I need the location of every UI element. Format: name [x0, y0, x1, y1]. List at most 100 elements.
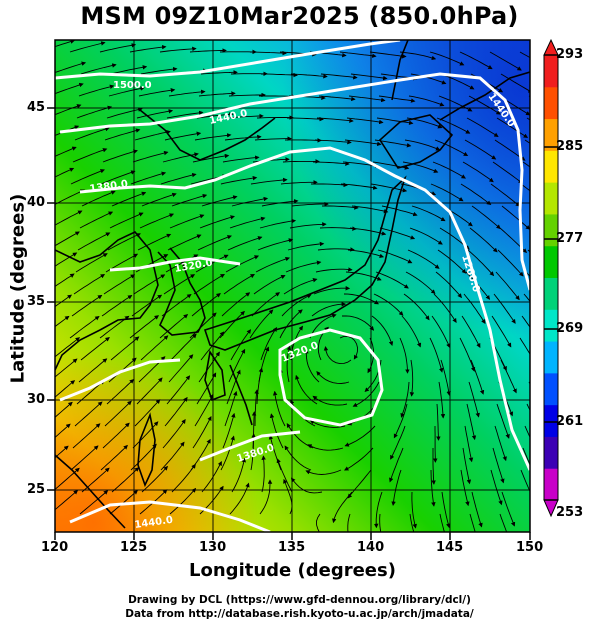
streamline	[500, 359, 517, 394]
colorbar-segment	[544, 182, 558, 215]
streamline	[106, 107, 143, 119]
streamline	[254, 136, 292, 141]
colorbar-segment	[544, 436, 558, 469]
streamline	[311, 182, 348, 188]
streamline	[411, 491, 417, 529]
colorbar-segment	[544, 150, 558, 183]
streamline	[463, 293, 486, 324]
streamline	[55, 104, 82, 116]
streamline	[491, 315, 512, 348]
streamline	[316, 371, 350, 384]
streamline	[131, 294, 163, 317]
streamline	[130, 443, 157, 471]
streamline	[346, 117, 384, 125]
streamline	[471, 205, 501, 230]
streamline	[493, 293, 516, 324]
x-tick-label: 125	[120, 540, 148, 555]
streamline	[295, 374, 318, 405]
streamline	[81, 467, 110, 493]
streamline	[222, 155, 260, 163]
streamline	[69, 315, 100, 339]
streamline	[500, 73, 530, 93]
streamline	[311, 301, 347, 317]
streamline	[159, 46, 197, 53]
colorbar-tick-label: 293	[556, 47, 584, 62]
streamline	[160, 172, 197, 185]
streamline	[312, 395, 348, 406]
streamline	[55, 273, 75, 287]
streamline	[436, 117, 471, 134]
streamline	[268, 434, 282, 471]
streamline	[162, 418, 186, 449]
streamline	[79, 211, 114, 229]
streamline	[166, 110, 204, 119]
streamline	[111, 467, 140, 493]
streamline	[468, 381, 480, 418]
streamline	[344, 447, 374, 471]
streamline	[402, 161, 439, 173]
streamline	[75, 253, 108, 273]
streamline	[78, 358, 108, 383]
streamline	[305, 469, 342, 475]
streamline	[433, 293, 457, 323]
streamline	[406, 117, 443, 129]
axis-ticks	[47, 107, 531, 540]
streamline	[520, 183, 530, 192]
y-tick-label: 30	[27, 392, 46, 407]
streamline	[462, 161, 494, 183]
streamline	[167, 234, 202, 251]
streamline	[111, 191, 147, 207]
streamline	[459, 51, 493, 70]
streamline	[377, 249, 413, 264]
streamline	[304, 348, 320, 383]
streamline	[168, 354, 194, 383]
streamline	[73, 274, 106, 295]
streamline	[200, 70, 238, 75]
streamline	[345, 271, 382, 281]
streamline	[317, 247, 355, 252]
streamline	[400, 381, 410, 418]
streamline	[403, 293, 430, 321]
colorbar-segment	[544, 277, 558, 310]
streamline	[283, 478, 293, 515]
streamline	[393, 403, 408, 439]
streamline	[250, 177, 288, 185]
streamline	[166, 375, 191, 405]
height-contours	[55, 40, 530, 532]
streamline	[436, 403, 441, 441]
streamline	[494, 425, 507, 462]
streamline	[269, 413, 284, 449]
streamline	[309, 419, 346, 428]
colorbar-segment	[544, 118, 558, 151]
streamline	[223, 273, 255, 295]
streamline	[162, 152, 199, 163]
streamline	[399, 337, 410, 374]
streamline	[249, 50, 287, 56]
streamline	[499, 513, 508, 532]
streamline	[461, 315, 481, 349]
x-tick-label: 150	[516, 540, 544, 555]
streamline	[284, 445, 312, 471]
y-axis-label: Latitude (degrees)	[7, 193, 29, 384]
streamline	[229, 216, 266, 229]
streamline	[290, 477, 323, 494]
streamline	[55, 380, 76, 398]
streamline	[69, 41, 106, 53]
streamline	[437, 249, 467, 274]
streamline	[77, 232, 111, 251]
streamline	[307, 444, 344, 451]
streamline	[102, 422, 130, 449]
contour-label: 1380.0	[89, 179, 129, 195]
streamline	[225, 255, 260, 273]
streamline	[249, 309, 274, 339]
streamline	[137, 233, 172, 251]
streamline	[171, 193, 208, 207]
streamline	[259, 479, 273, 515]
streamline	[409, 227, 443, 245]
streamline	[318, 95, 356, 102]
streamline	[374, 139, 412, 148]
streamline	[459, 337, 476, 372]
streamline	[129, 44, 167, 53]
streamline	[164, 131, 202, 141]
colorbar-segment	[544, 404, 558, 437]
